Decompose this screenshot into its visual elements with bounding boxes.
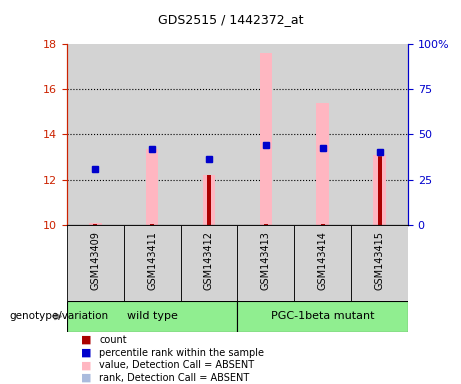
- Text: rank, Detection Call = ABSENT: rank, Detection Call = ABSENT: [99, 373, 249, 383]
- Text: ■: ■: [81, 373, 91, 383]
- Bar: [321, 223, 325, 225]
- Bar: [124, 225, 181, 301]
- Bar: [351, 225, 408, 301]
- Bar: [67, 225, 124, 301]
- Text: GSM143412: GSM143412: [204, 231, 214, 290]
- Text: wild type: wild type: [127, 311, 177, 321]
- Bar: [237, 44, 294, 225]
- Bar: [378, 155, 382, 225]
- Bar: [351, 44, 408, 225]
- Text: GDS2515 / 1442372_at: GDS2515 / 1442372_at: [158, 13, 303, 26]
- Bar: [207, 175, 211, 225]
- Text: value, Detection Call = ABSENT: value, Detection Call = ABSENT: [99, 360, 254, 370]
- Bar: [124, 44, 181, 225]
- Bar: [93, 223, 97, 225]
- Text: GSM143411: GSM143411: [147, 231, 157, 290]
- Bar: [181, 44, 237, 225]
- Bar: [67, 301, 237, 332]
- Text: GSM143413: GSM143413: [261, 231, 271, 290]
- Text: GSM143414: GSM143414: [318, 231, 328, 290]
- Bar: [181, 225, 237, 301]
- Text: percentile rank within the sample: percentile rank within the sample: [99, 348, 264, 358]
- Text: GSM143409: GSM143409: [90, 231, 100, 290]
- Bar: [150, 223, 154, 225]
- Bar: [203, 175, 215, 225]
- Bar: [237, 301, 408, 332]
- Text: GSM143415: GSM143415: [374, 231, 384, 290]
- Text: PGC-1beta mutant: PGC-1beta mutant: [271, 311, 374, 321]
- Bar: [89, 223, 101, 225]
- Bar: [373, 155, 386, 225]
- Text: count: count: [99, 335, 127, 345]
- Text: ■: ■: [81, 360, 91, 370]
- Text: ■: ■: [81, 348, 91, 358]
- Bar: [67, 44, 124, 225]
- Bar: [316, 103, 329, 225]
- Bar: [260, 53, 272, 225]
- Bar: [146, 149, 159, 225]
- Bar: [294, 44, 351, 225]
- Bar: [264, 223, 268, 225]
- Bar: [237, 225, 294, 301]
- Text: genotype/variation: genotype/variation: [9, 311, 108, 321]
- Bar: [294, 225, 351, 301]
- Text: ■: ■: [81, 335, 91, 345]
